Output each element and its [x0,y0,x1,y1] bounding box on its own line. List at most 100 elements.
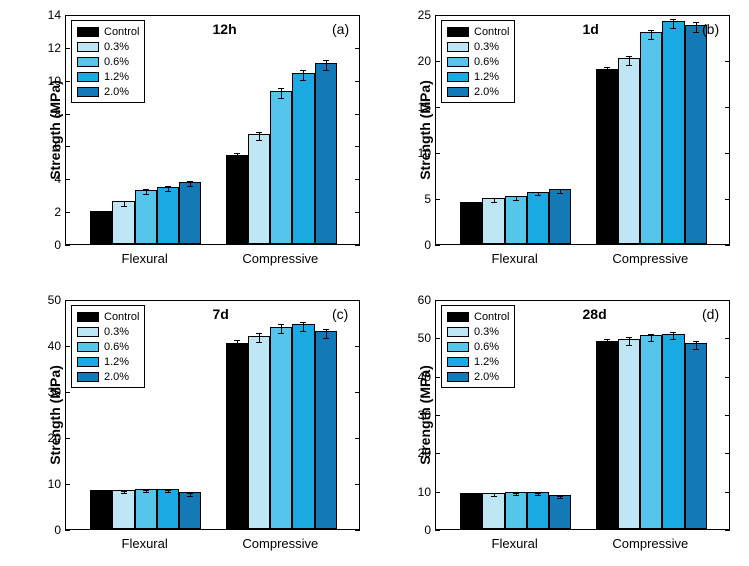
error-cap [670,19,676,20]
y-tick-label: 25 [401,8,431,22]
error-cap [143,492,149,493]
legend-swatch [447,27,469,37]
error-cap [143,189,149,190]
y-tick [65,438,70,439]
legend-swatch [447,72,469,82]
y-tick [435,300,440,301]
error-bar [629,337,630,345]
x-tick-label: Compressive [612,251,688,266]
bar [662,21,684,244]
legend-item: 2.0% [77,369,139,384]
y-tick-label: 5 [401,192,431,206]
y-tick-label: 30 [401,408,431,422]
error-cap [143,490,149,491]
legend-label: Control [474,311,509,323]
error-bar [303,322,304,331]
panel-title: 7d [213,306,229,322]
y-tick-label: 10 [31,477,61,491]
legend: Control0.3%0.6%1.2%2.0% [71,20,145,103]
legend-item: 2.0% [447,369,509,384]
error-cap [98,491,104,492]
legend-swatch [77,27,99,37]
error-cap [187,496,193,497]
error-cap [98,216,104,217]
legend-swatch [447,357,469,367]
legend-label: 0.3% [104,41,129,53]
bar [527,192,549,244]
legend-item: 0.3% [447,39,509,54]
y-tick [355,212,360,213]
y-tick [435,15,440,16]
error-cap [670,28,676,29]
bar [226,343,248,529]
bar [505,492,527,529]
legend-label: 0.6% [474,56,499,68]
legend-swatch [77,342,99,352]
y-tick [435,199,440,200]
error-cap [98,493,104,494]
bar [315,331,337,529]
legend-item: 1.2% [77,69,139,84]
legend: Control0.3%0.6%1.2%2.0% [441,20,515,103]
bar [685,25,707,244]
y-tick [355,114,360,115]
y-tick-label: 30 [31,385,61,399]
error-cap [535,192,541,193]
legend-swatch [447,42,469,52]
x-tick-label: Compressive [242,251,318,266]
legend-swatch [77,327,99,337]
legend-item: Control [77,24,139,39]
error-cap [278,98,284,99]
y-tick-label: 14 [31,8,61,22]
panel-letter: (b) [702,21,719,37]
y-tick [65,114,70,115]
y-tick-label: 40 [401,370,431,384]
y-tick-label: 10 [31,74,61,88]
y-tick-label: 6 [31,139,61,153]
y-tick [355,146,360,147]
legend-label: 2.0% [474,371,499,383]
error-cap [121,206,127,207]
legend-swatch [447,372,469,382]
error-cap [626,337,632,338]
legend-item: 0.6% [77,339,139,354]
legend-swatch [447,87,469,97]
bar [482,493,504,529]
bar [460,493,482,529]
legend-item: Control [77,309,139,324]
panel-d: Strength (MPa)0102030405060FlexuralCompr… [380,290,745,565]
error-cap [468,494,474,495]
error-cap [513,200,519,201]
y-tick [65,300,70,301]
y-tick [65,392,70,393]
error-cap [300,70,306,71]
error-cap [648,334,654,335]
y-tick-label: 10 [401,485,431,499]
bar [112,201,134,244]
x-tick-label: Flexural [122,536,168,551]
bar [157,489,179,529]
error-cap [256,132,262,133]
y-tick-label: 50 [401,331,431,345]
error-cap [187,181,193,182]
legend-item: 0.3% [447,324,509,339]
error-cap [187,493,193,494]
bar [596,69,618,244]
error-cap [256,140,262,141]
legend: Control0.3%0.6%1.2%2.0% [71,305,145,388]
legend-swatch [77,72,99,82]
error-cap [626,65,632,66]
bar [640,335,662,529]
bar [482,198,504,244]
legend-swatch [447,327,469,337]
legend-swatch [77,87,99,97]
y-tick [725,153,730,154]
y-tick [725,415,730,416]
error-bar [696,341,697,349]
legend-label: Control [474,26,509,38]
y-tick [65,15,70,16]
error-cap [557,496,563,497]
error-bar [651,30,652,39]
legend-label: Control [104,311,139,323]
y-tick [435,453,440,454]
